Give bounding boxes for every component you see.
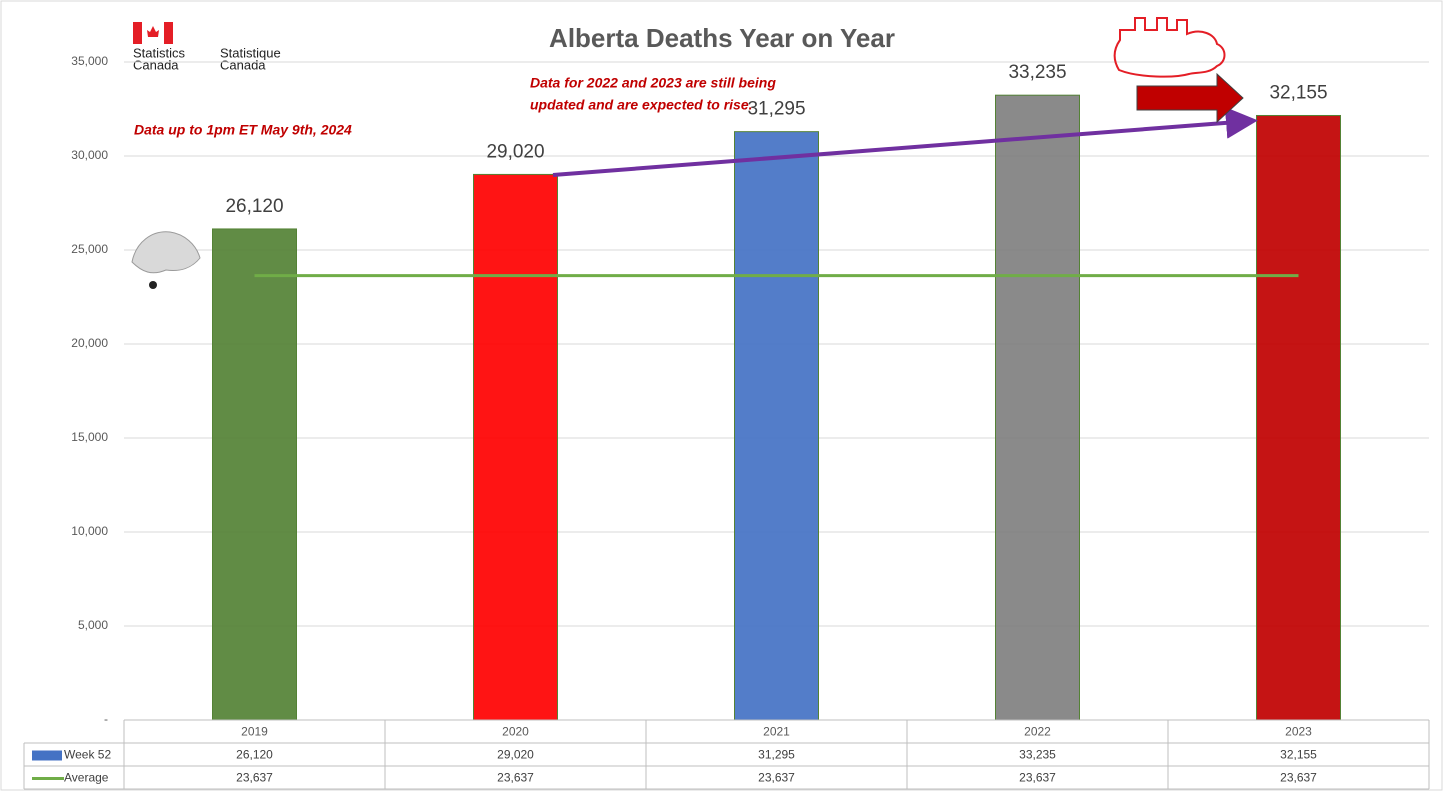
y-tick-label: 15,000 (71, 430, 108, 444)
paw (149, 281, 157, 289)
annotation: updated and are expected to rise. (530, 97, 753, 113)
x-tick-label: 2022 (1024, 725, 1051, 739)
table-cell: 23,637 (236, 771, 273, 785)
logo-text: Canada (133, 57, 179, 72)
y-tick-label: 20,000 (71, 336, 108, 350)
data-label: 33,235 (1008, 62, 1066, 83)
y-tick-label: 10,000 (71, 524, 108, 538)
x-tick-label: 2019 (241, 725, 268, 739)
legend-label: Week 52 (64, 748, 111, 762)
bar (213, 229, 297, 720)
data-label: 32,155 (1269, 83, 1327, 104)
chart: Statistics Canada Statistique Canada Alb… (0, 0, 1443, 791)
table-cell: 31,295 (758, 748, 795, 762)
table-cell: 26,120 (236, 748, 273, 762)
y-tick-label: 5,000 (78, 618, 108, 632)
data-label: 29,020 (486, 141, 544, 162)
bar (735, 132, 819, 720)
table-cell: 29,020 (497, 748, 534, 762)
legend-key (32, 751, 62, 761)
annotation: Data for 2022 and 2023 are still being (530, 75, 776, 91)
table-cell: 23,637 (1019, 771, 1056, 785)
bar (1257, 115, 1341, 720)
bar (474, 174, 558, 720)
flag-bar (133, 22, 142, 44)
y-tick-label: 30,000 (71, 148, 108, 162)
data-label: 26,120 (225, 196, 283, 217)
annotation: Data up to 1pm ET May 9th, 2024 (134, 122, 352, 138)
data-label: 31,295 (747, 99, 805, 120)
table-cell: 23,637 (758, 771, 795, 785)
chart-title: Alberta Deaths Year on Year (549, 23, 895, 53)
legend-label: Average (64, 771, 109, 785)
table-cell: 23,637 (1280, 771, 1317, 785)
flag-bar (164, 22, 173, 44)
y-tick-label: 25,000 (71, 242, 108, 256)
y-tick-label: - (104, 712, 108, 726)
table-cell: 23,637 (497, 771, 534, 785)
x-tick-label: 2023 (1285, 725, 1312, 739)
x-tick-label: 2021 (763, 725, 790, 739)
logo-text: Canada (220, 57, 266, 72)
y-tick-label: 35,000 (71, 54, 108, 68)
x-tick-label: 2020 (502, 725, 529, 739)
bar (996, 95, 1080, 720)
table-cell: 32,155 (1280, 748, 1317, 762)
table-cell: 33,235 (1019, 748, 1056, 762)
